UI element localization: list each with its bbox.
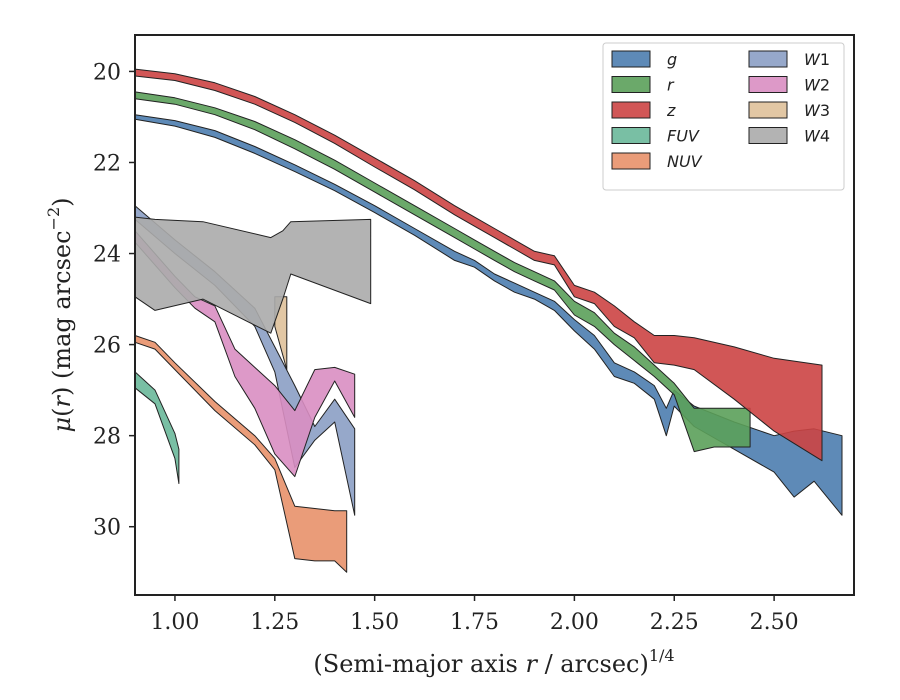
x-tick-label: 2.50: [750, 610, 799, 635]
y-tick-label: 26: [93, 334, 121, 359]
legend-swatch-nuv: [611, 152, 651, 170]
legend-swatch-z: [611, 101, 651, 119]
legend-label-z: z: [666, 101, 676, 120]
legend-label-fuv: FUV: [667, 127, 700, 146]
x-axis-label-part1: (Semi-major axis: [313, 650, 525, 678]
legend-label-g: g: [667, 50, 677, 69]
x-axis-label-italic: r: [525, 650, 538, 678]
x-tick-label: 1.75: [450, 610, 499, 635]
x-tick-label: 2.00: [550, 610, 599, 635]
y-tick-label: 28: [93, 425, 121, 450]
y-axis-label-rest: ) (mag arcsec: [48, 230, 76, 396]
legend-label-w1: W1: [804, 50, 830, 69]
legend-label-nuv: NUV: [667, 152, 703, 171]
x-tick-label: 1.25: [250, 610, 299, 635]
band-fuv: [134, 371, 180, 484]
legend-swatch-w4: [748, 127, 788, 144]
legend-swatch-w2: [748, 76, 788, 93]
x-tick-label: 1.50: [350, 610, 399, 635]
y-axis-label-close: ): [48, 197, 76, 206]
x-tick-label: 1.00: [150, 610, 199, 635]
legend-swatch-r: [611, 76, 651, 93]
y-axis-ticks: 20 22 24 26 28 30: [93, 60, 135, 541]
y-axis-label-r: r: [48, 395, 76, 408]
y-tick-label: 24: [93, 243, 121, 268]
band-w4: [134, 216, 372, 334]
legend-swatch-w3: [748, 101, 788, 119]
x-tick-label: 2.25: [650, 610, 699, 635]
y-tick-label: 30: [93, 516, 121, 541]
legend-swatch-w1: [748, 50, 788, 68]
y-axis-label-paren-open: (: [48, 408, 76, 417]
x-axis-label: (Semi-major axis r / arcsec)1/4: [313, 646, 674, 678]
legend-label-w3: W3: [804, 101, 830, 120]
legend-swatch-g: [611, 50, 651, 68]
y-axis-label-mu: μ: [48, 417, 76, 433]
band-g: [134, 114, 843, 516]
legend-label-r: r: [667, 76, 675, 95]
legend-swatch-fuv: [611, 127, 651, 144]
band-r: [134, 91, 751, 453]
x-axis-label-exponent: 1/4: [649, 646, 675, 665]
x-axis-label-part2: / arcsec): [537, 650, 649, 678]
legend-label-w4: W4: [804, 127, 830, 146]
y-axis-label-exponent: −2: [44, 207, 63, 231]
data-bands: [134, 68, 843, 573]
y-tick-label: 20: [93, 60, 121, 85]
y-tick-label: 22: [93, 151, 121, 176]
y-axis-label: μ(r) (mag arcsec−2): [44, 197, 76, 432]
legend: grz FUV NUV W1 W2 W3 W4: [602, 42, 845, 191]
legend-label-w2: W2: [804, 76, 830, 95]
plot-frame: [134, 34, 855, 596]
band-nuv: [134, 335, 348, 573]
x-axis-ticks: 1.00 1.25 1.50 1.75 2.00 2.25 2.50: [150, 595, 799, 635]
band-z: [134, 68, 823, 462]
